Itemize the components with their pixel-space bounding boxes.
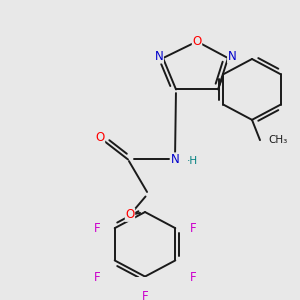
Text: CH₃: CH₃ [268,135,287,145]
Text: N: N [228,50,236,63]
Text: F: F [142,290,148,300]
Text: O: O [95,131,105,144]
Text: F: F [93,222,100,235]
Text: N: N [154,50,164,63]
Text: F: F [93,271,100,284]
Text: O: O [192,35,202,48]
Text: N: N [171,153,179,166]
Text: ·H: ·H [187,156,198,166]
Text: F: F [190,222,196,235]
Text: F: F [190,271,196,284]
Text: O: O [125,208,135,221]
